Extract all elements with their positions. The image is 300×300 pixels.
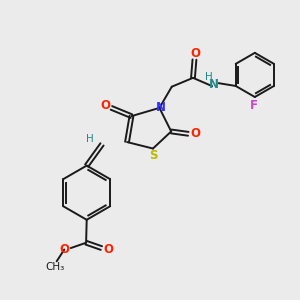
Text: N: N [208, 78, 219, 91]
Text: O: O [103, 243, 113, 256]
Text: H: H [86, 134, 94, 144]
Text: O: O [59, 243, 69, 256]
Text: S: S [149, 148, 158, 161]
Text: H: H [205, 72, 212, 82]
Text: F: F [250, 99, 258, 112]
Text: N: N [156, 101, 166, 114]
Text: O: O [190, 127, 201, 140]
Text: O: O [100, 99, 110, 112]
Text: CH₃: CH₃ [46, 262, 65, 272]
Text: O: O [190, 46, 200, 60]
